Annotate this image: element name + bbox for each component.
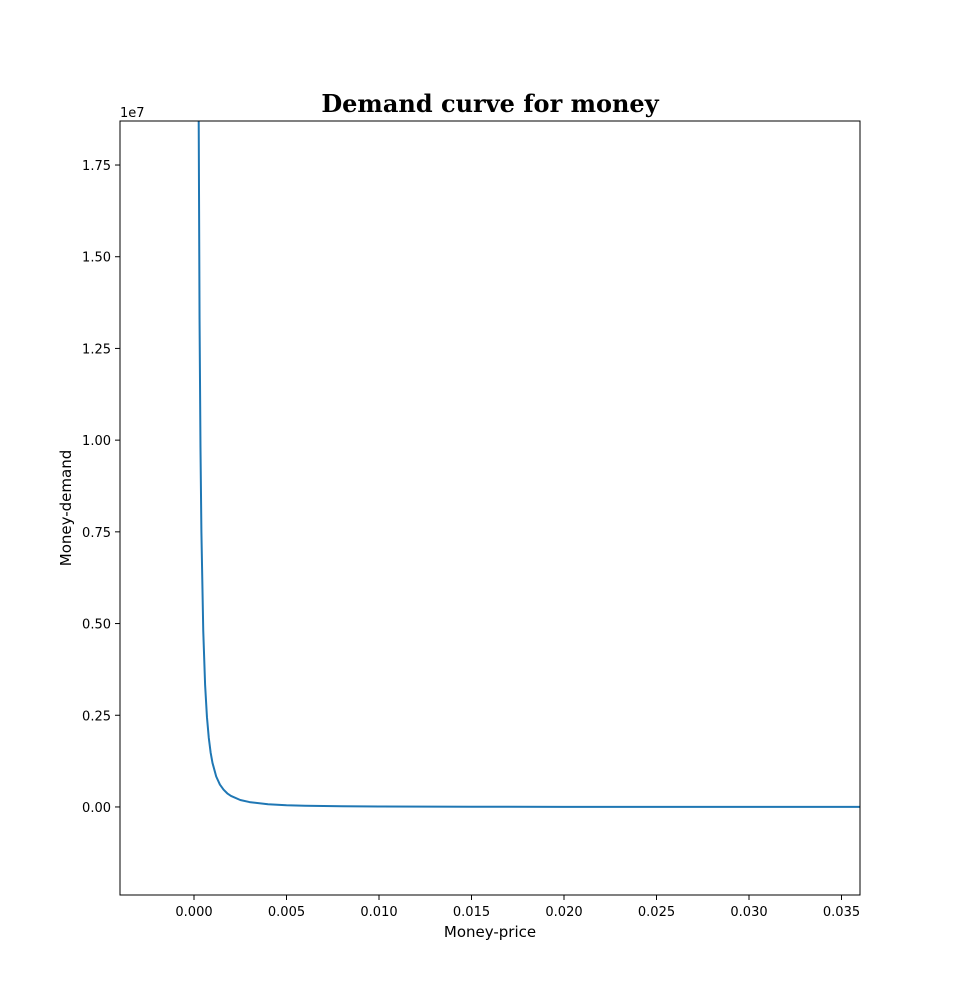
y-axis-ticks: 0.00 0.25 0.50 0.75 1.00 1.25 1.50 1.75 bbox=[82, 159, 120, 816]
plot-frame bbox=[119, 120, 861, 896]
y-scale-label: 1e7 bbox=[120, 106, 145, 121]
y-axis-label: Money-demand bbox=[57, 450, 75, 566]
curve-layer bbox=[197, 121, 860, 808]
y-tick-label: 0.00 bbox=[82, 801, 111, 816]
y-tick-label: 1.50 bbox=[82, 251, 111, 266]
y-tick-label: 0.25 bbox=[82, 709, 111, 724]
x-tick-label: 0.005 bbox=[268, 905, 305, 920]
y-tick-label: 1.25 bbox=[82, 342, 111, 357]
x-tick-label: 0.010 bbox=[360, 905, 397, 920]
x-axis-ticks: 0.000 0.005 0.010 0.015 0.020 0.025 0.030 0.035 bbox=[175, 895, 860, 920]
y-tick-label: 0.75 bbox=[82, 526, 111, 541]
x-tick-label: 0.015 bbox=[453, 905, 490, 920]
chart-title: Demand curve for money bbox=[321, 89, 659, 118]
y-tick-label: 0.50 bbox=[82, 618, 111, 633]
x-tick-label: 0.030 bbox=[730, 905, 767, 920]
y-tick-label: 1.00 bbox=[82, 434, 111, 449]
x-axis-label: Money-price bbox=[444, 923, 536, 941]
x-tick-label: 0.025 bbox=[638, 905, 675, 920]
y-tick-label: 1.75 bbox=[82, 159, 111, 174]
x-tick-label: 0.000 bbox=[175, 905, 212, 920]
x-tick-label: 0.020 bbox=[545, 905, 582, 920]
series-line bbox=[197, 121, 860, 808]
x-tick-label: 0.035 bbox=[823, 905, 860, 920]
